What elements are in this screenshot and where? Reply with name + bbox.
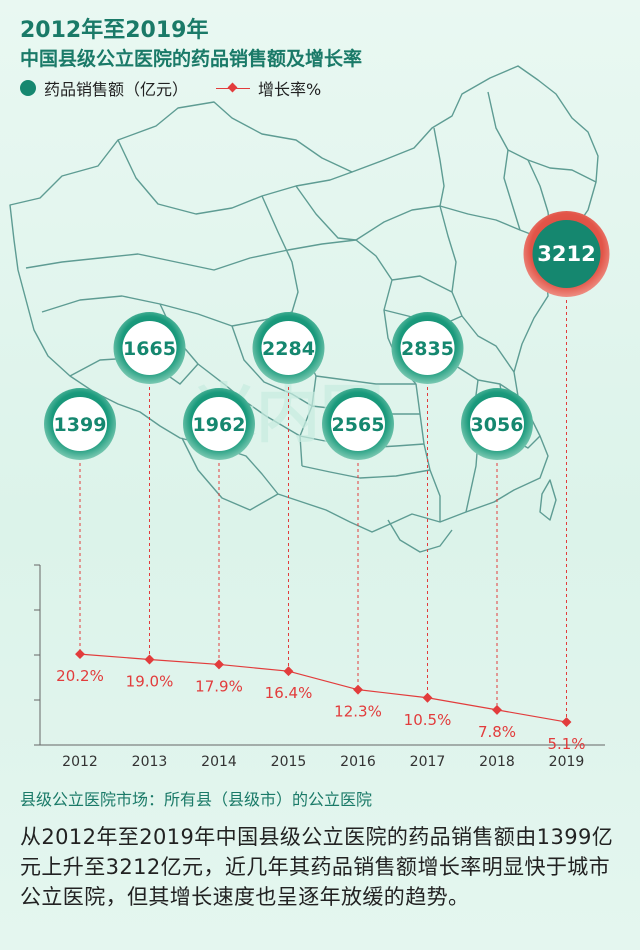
growth-axis bbox=[34, 564, 605, 746]
growth-label: 16.4% bbox=[265, 684, 313, 702]
chart-title-line2: 中国县级公立医院的药品销售额及增长率 bbox=[20, 48, 363, 70]
x-tick-label: 2015 bbox=[271, 754, 307, 770]
sales-bubble: 1962 bbox=[183, 388, 255, 460]
sales-bubble-core bbox=[532, 220, 601, 288]
growth-point bbox=[144, 654, 155, 665]
growth-label: 20.2% bbox=[56, 667, 104, 685]
growth-label: 10.5% bbox=[404, 711, 452, 729]
growth-label: 5.1% bbox=[547, 735, 585, 753]
growth-point bbox=[75, 649, 85, 660]
sales-bubble-core bbox=[331, 397, 385, 451]
x-tick-label: 2016 bbox=[340, 754, 376, 770]
x-tick-label: 2018 bbox=[479, 754, 515, 770]
sales-bubble-core bbox=[470, 397, 524, 451]
sales-value-label: 2284 bbox=[262, 338, 315, 360]
connector-lines bbox=[79, 300, 567, 723]
growth-rate-line bbox=[79, 653, 567, 723]
sales-value-label: 2835 bbox=[401, 338, 454, 360]
description-text: 从2012年至2019年中国县级公立医院的药品销售额由1399亿元上升至3212… bbox=[20, 825, 614, 909]
x-tick-label: 2012 bbox=[62, 754, 98, 770]
x-tick-label: 2019 bbox=[549, 754, 585, 770]
sales-value-label: 3212 bbox=[537, 242, 595, 266]
sales-legend-marker bbox=[20, 80, 36, 96]
sales-bubble: 2565 bbox=[322, 388, 394, 460]
sales-value-label: 1665 bbox=[123, 338, 176, 360]
sales-bubbles: 1399 1665 1962 2284 2565 2835 3056 3212 bbox=[44, 211, 610, 460]
growth-point bbox=[561, 717, 572, 727]
sales-growth-chart: 米内网 20.2% 19.0% 17.9% 16.4%12.3% 10.5%7.8%5.… bbox=[9, 65, 610, 770]
x-tick-label: 2017 bbox=[410, 754, 446, 770]
china-map-outline bbox=[9, 65, 599, 553]
growth-point bbox=[214, 659, 224, 670]
sales-legend-label: 药品销售额（亿元） bbox=[44, 80, 189, 99]
growth-label: 7.8% bbox=[478, 723, 516, 741]
sales-bubble: 1399 bbox=[44, 388, 116, 460]
x-tick-label: 2014 bbox=[201, 754, 237, 770]
sales-bubble-core bbox=[192, 397, 246, 451]
sales-bubble-core bbox=[122, 321, 177, 375]
growth-rate-series: 20.2% 19.0% 17.9% 16.4% 12.3% 10.5% 7.8% 5.1% bbox=[56, 649, 586, 753]
sales-bubble-core bbox=[400, 321, 455, 375]
growth-legend-marker bbox=[216, 83, 251, 93]
sales-bubble: 2835 bbox=[391, 312, 464, 384]
growth-label: 12.3% bbox=[334, 703, 382, 721]
sales-bubble: 3212 bbox=[523, 211, 610, 297]
growth-label: 19.0% bbox=[126, 673, 174, 691]
growth-point bbox=[492, 704, 502, 715]
footnote: 县级公立医院市场：所有县（县级市）的公立医院 bbox=[20, 790, 373, 809]
growth-point bbox=[353, 684, 363, 695]
sales-bubble-core bbox=[261, 321, 316, 375]
sales-bubble-core bbox=[53, 397, 107, 451]
growth-point bbox=[283, 666, 294, 677]
growth-label: 17.9% bbox=[195, 677, 243, 695]
growth-point bbox=[422, 692, 433, 703]
sales-value-label: 1399 bbox=[54, 414, 107, 436]
sales-value-label: 1962 bbox=[193, 414, 246, 436]
sales-value-label: 3056 bbox=[471, 414, 524, 436]
sales-bubble: 3056 bbox=[461, 388, 533, 460]
x-axis-ticks: 2012 2013 2014 2015 2016 2017 2018 2019 bbox=[62, 754, 584, 770]
chart-title-line1: 2012年至2019年 bbox=[20, 18, 209, 43]
growth-legend-label: 增长率% bbox=[258, 80, 322, 99]
x-tick-label: 2013 bbox=[132, 754, 168, 770]
sales-value-label: 2565 bbox=[332, 414, 385, 436]
sales-bubble: 1665 bbox=[113, 312, 186, 384]
sales-bubble: 2284 bbox=[252, 312, 325, 384]
legend: 药品销售额（亿元） 增长率% bbox=[20, 76, 321, 100]
